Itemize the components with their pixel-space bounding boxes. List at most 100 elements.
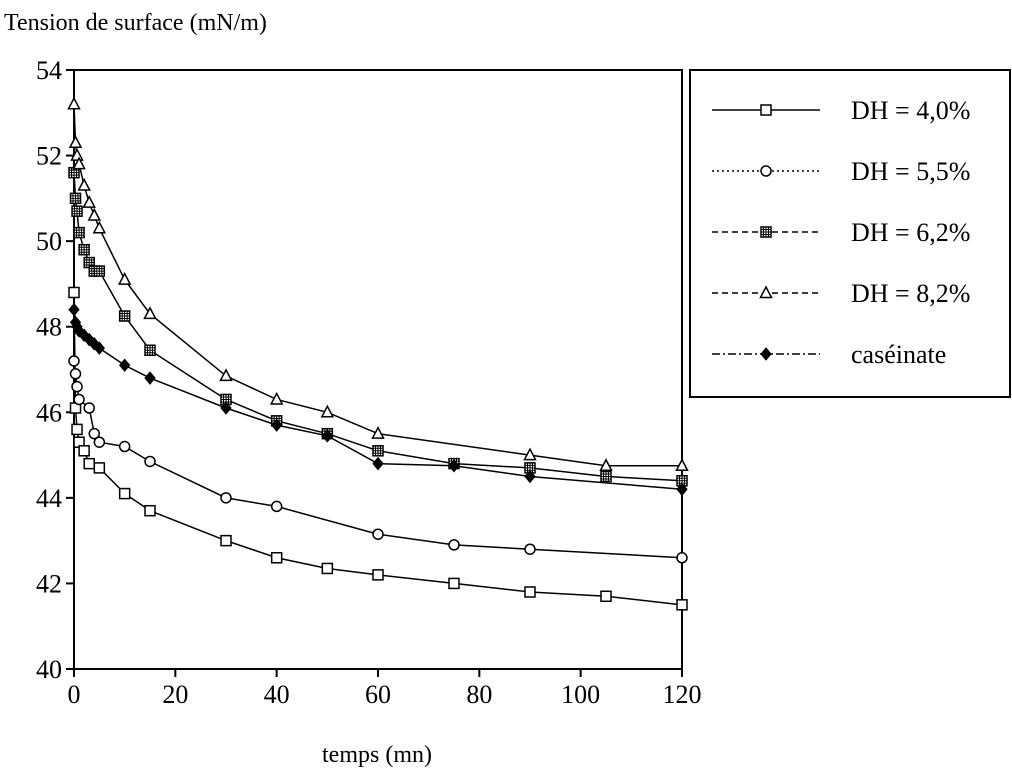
y-tick-label: 40	[36, 655, 62, 684]
data-point	[600, 470, 612, 483]
legend-marker	[759, 285, 773, 299]
data-point	[72, 156, 86, 170]
data-point	[71, 380, 83, 393]
x-tick-label: 100	[561, 680, 600, 709]
data-point	[220, 401, 232, 415]
data-point	[270, 552, 283, 564]
data-point	[73, 226, 85, 239]
data-point	[271, 418, 283, 432]
data-point	[600, 590, 612, 603]
data-point	[83, 457, 95, 470]
data-point	[69, 368, 82, 380]
data-point	[143, 306, 157, 320]
data-point	[599, 458, 613, 472]
legend-marker	[760, 165, 772, 177]
legend-label: caséinate	[851, 340, 946, 369]
data-point	[78, 445, 90, 457]
legend-marker	[760, 347, 772, 361]
data-point	[372, 569, 384, 581]
data-point	[524, 543, 536, 555]
data-point	[676, 552, 688, 564]
legend-box	[689, 69, 1011, 398]
data-point	[67, 96, 81, 110]
data-point	[270, 500, 283, 513]
series-5	[68, 302, 688, 497]
data-point	[321, 429, 333, 443]
data-point	[77, 177, 91, 191]
x-axis-ticks: 0 20 40 60 80 100 120	[68, 669, 702, 709]
x-axis-label: temps (mn)	[322, 742, 432, 768]
data-point	[448, 458, 460, 473]
data-point	[524, 469, 536, 484]
data-point	[523, 447, 537, 461]
data-point	[320, 404, 335, 418]
y-axis-ticks: 40 42 44 46 48 50 52 54	[36, 56, 74, 684]
data-point	[87, 207, 102, 221]
y-tick-label: 50	[36, 227, 62, 256]
data-point	[372, 528, 384, 540]
series-4	[67, 96, 689, 472]
data-point	[372, 456, 384, 471]
y-tick-label: 48	[36, 313, 62, 342]
data-point	[321, 562, 334, 575]
data-point	[69, 192, 82, 205]
data-point	[524, 586, 536, 598]
data-point	[73, 393, 85, 406]
series-1	[68, 286, 688, 611]
legend-label: DH = 8,2%	[851, 279, 970, 308]
data-point	[118, 440, 131, 453]
y-tick-label: 44	[36, 484, 62, 513]
x-tick-label: 0	[68, 680, 81, 709]
data-point	[144, 344, 156, 356]
legend-label: DH = 4,0%	[851, 96, 970, 125]
legend-label: DH = 6,2%	[851, 218, 970, 247]
data-point	[117, 272, 132, 285]
data-point	[82, 195, 96, 208]
x-tick-label: 120	[663, 680, 702, 709]
data-point	[220, 534, 232, 547]
series-layer	[67, 96, 689, 611]
data-point	[144, 504, 156, 517]
data-point	[219, 368, 233, 382]
series-line	[73, 104, 682, 467]
y-tick-label: 54	[36, 56, 62, 85]
data-point	[93, 341, 105, 355]
data-point	[83, 402, 95, 414]
legend-marker	[760, 226, 772, 238]
data-point	[71, 423, 83, 436]
data-point	[118, 310, 131, 322]
data-point	[675, 458, 689, 472]
legend-item: DH = 6,2%	[712, 218, 970, 247]
data-point	[93, 265, 106, 277]
data-point	[448, 539, 460, 551]
legend-label: DH = 5,5%	[851, 157, 970, 186]
legend: DH = 4,0% DH = 5,5% DH = 6,2% DH = 8,2% casé…	[712, 96, 970, 369]
data-point	[68, 135, 83, 148]
x-tick-label: 60	[365, 680, 391, 709]
data-point	[118, 487, 131, 500]
data-point	[92, 220, 107, 234]
data-point	[68, 286, 80, 299]
data-point	[93, 436, 106, 448]
legend-item: caséinate	[712, 340, 946, 369]
data-point	[676, 482, 688, 497]
data-point	[71, 205, 83, 217]
data-point	[269, 391, 284, 405]
legend-item: DH = 8,2%	[712, 279, 970, 308]
data-point	[88, 427, 101, 440]
data-point	[220, 492, 232, 504]
data-point	[93, 462, 106, 474]
data-point	[144, 371, 156, 385]
data-point	[70, 147, 84, 161]
data-point	[371, 426, 385, 439]
y-tick-label: 52	[36, 142, 62, 171]
y-axis-label: Tension de surface (mN/m)	[4, 10, 267, 36]
data-point	[448, 577, 460, 590]
data-point	[119, 358, 131, 373]
data-point	[144, 455, 156, 468]
series-2	[68, 355, 688, 564]
data-point	[676, 599, 688, 611]
data-point	[372, 445, 384, 457]
legend-item: DH = 4,0%	[712, 96, 970, 125]
